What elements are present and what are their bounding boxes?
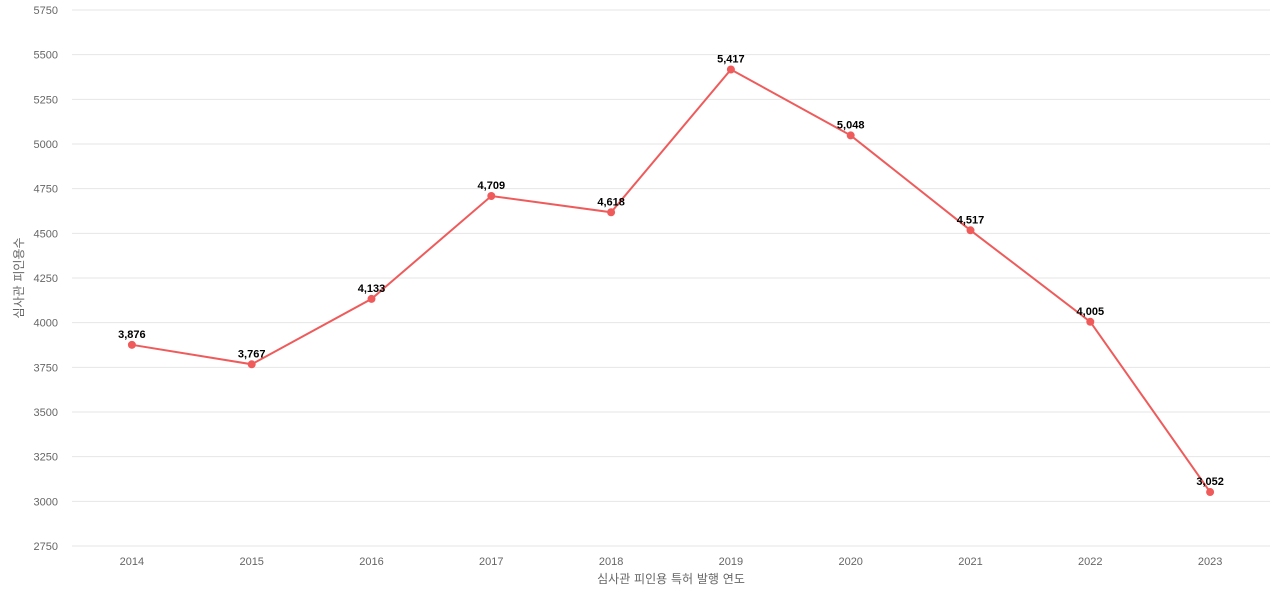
data-label-2021: 4,517 (957, 214, 985, 226)
data-label-2022: 4,005 (1077, 306, 1105, 318)
x-axis-ticks: 2014 2015 2016 2017 2018 2019 2020 2021 2022 2023 (120, 556, 1223, 568)
data-point-2017 (487, 191, 496, 200)
x-tick-label: 2021 (958, 556, 982, 568)
data-label-2018: 4,618 (597, 196, 625, 208)
y-tick-label: 2750 (34, 541, 58, 553)
x-tick-label: 2022 (1078, 556, 1102, 568)
y-tick-label: 3000 (34, 496, 58, 508)
x-tick-label: 2023 (1198, 556, 1222, 568)
data-label-2019: 5,417 (717, 53, 745, 65)
data-label-2016: 4,133 (358, 283, 386, 295)
y-tick-label: 4000 (34, 318, 58, 330)
y-axis-ticks: 2750 3000 3250 3500 3750 4000 4250 4500 4750 5000… (34, 5, 58, 553)
x-tick-label: 2014 (120, 556, 144, 568)
data-point-2014 (127, 340, 136, 349)
data-point-2023 (1206, 488, 1215, 497)
data-labels: 3,876 3,767 4,133 4,709 4,618 5,417 5,048 4,517… (118, 53, 1224, 488)
x-tick-label: 2018 (599, 556, 623, 568)
y-tick-label: 4250 (34, 273, 58, 285)
data-point-2019 (726, 65, 735, 74)
gridlines (72, 9, 1270, 547)
y-axis-title: 심사관 피인용수 (12, 237, 26, 318)
data-label-2020: 5,048 (837, 119, 865, 131)
y-tick-label: 3250 (34, 452, 58, 464)
x-tick-label: 2019 (719, 556, 743, 568)
y-tick-label: 4750 (34, 184, 58, 196)
data-label-2023: 3,052 (1196, 476, 1224, 488)
data-point-2020 (846, 131, 855, 140)
data-label-2015: 3,767 (238, 348, 266, 360)
y-tick-label: 5000 (34, 139, 58, 151)
data-points (127, 65, 1215, 497)
data-point-2021 (966, 226, 975, 235)
y-tick-label: 5750 (34, 5, 58, 17)
x-tick-label: 2017 (479, 556, 503, 568)
data-point-2018 (607, 208, 616, 217)
x-tick-label: 2015 (239, 556, 263, 568)
y-tick-label: 4500 (34, 228, 58, 240)
y-tick-label: 3750 (34, 362, 58, 374)
series-line (131, 68, 1211, 493)
data-point-2022 (1086, 317, 1095, 326)
data-point-2016 (367, 294, 376, 303)
data-label-2014: 3,876 (118, 329, 146, 341)
y-tick-label: 5500 (34, 50, 58, 62)
y-tick-label: 3500 (34, 407, 58, 419)
data-point-2015 (247, 360, 256, 369)
x-tick-label: 2016 (359, 556, 383, 568)
x-axis-title: 심사관 피인용 특허 발행 연도 (597, 571, 745, 586)
data-label-2017: 4,709 (478, 180, 506, 192)
x-tick-label: 2020 (838, 556, 862, 568)
y-tick-label: 5250 (34, 94, 58, 106)
